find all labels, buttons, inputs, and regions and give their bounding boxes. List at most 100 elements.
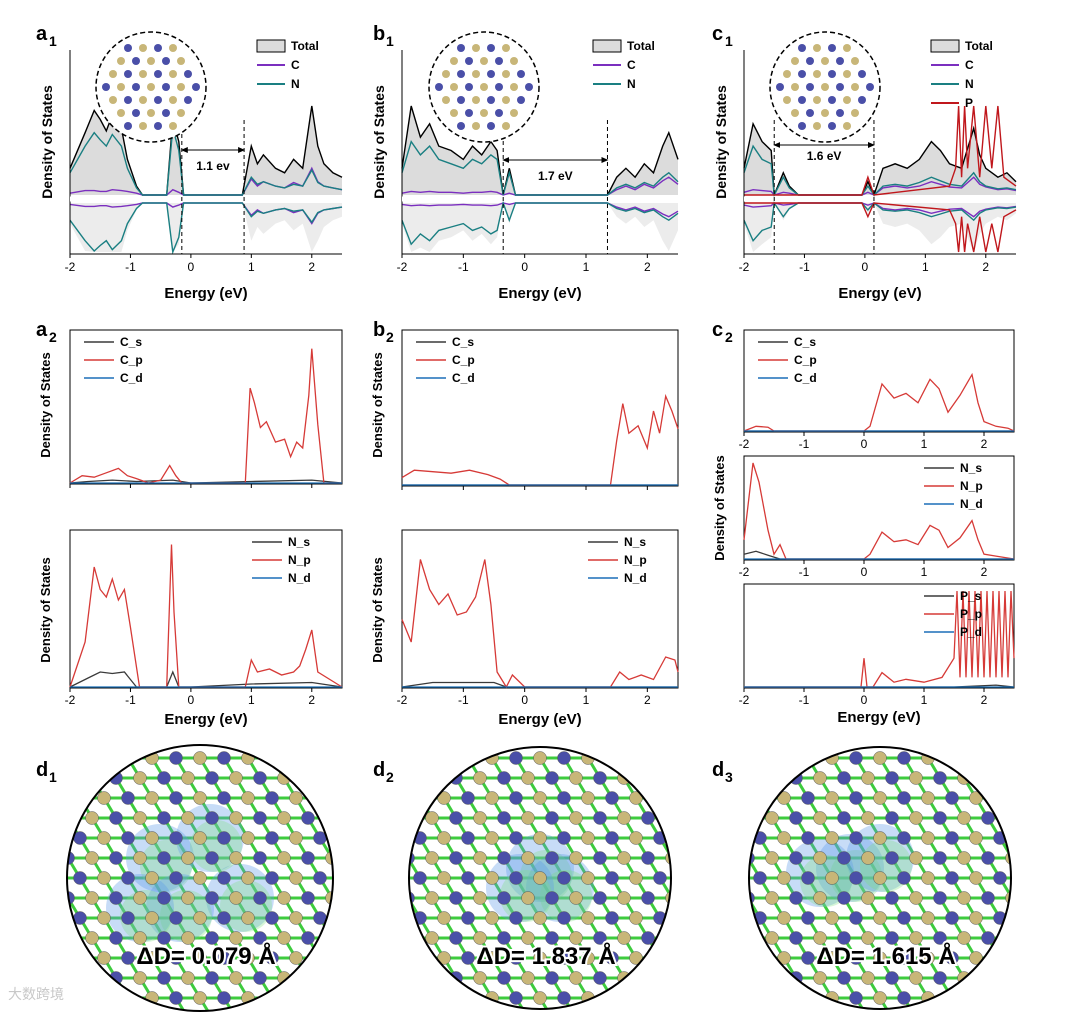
atom [789, 811, 803, 825]
atom [253, 851, 267, 865]
bond [684, 918, 696, 938]
atom [229, 851, 243, 865]
atom [502, 96, 510, 104]
atom [1030, 932, 1043, 945]
atom [533, 751, 547, 765]
bond [1010, 937, 1011, 959]
series-line-C_p [401, 393, 679, 486]
atom [1005, 971, 1011, 985]
atom [487, 96, 495, 104]
atom [957, 931, 971, 945]
delta-d-label: ΔD= 0.079 Å [136, 942, 275, 970]
atom [641, 771, 655, 785]
x-tick-label: 1 [248, 260, 255, 274]
atom [409, 971, 415, 985]
plot-frame [401, 329, 679, 487]
panel-label-c2-sub: 2 [725, 329, 733, 345]
atom [181, 771, 195, 785]
atom [205, 771, 219, 785]
atom [229, 811, 243, 825]
atom [517, 70, 525, 78]
x-tick-label: 1 [922, 260, 929, 274]
atom [85, 931, 99, 945]
bond [67, 977, 82, 999]
bond [1010, 977, 1011, 999]
atom [828, 70, 836, 78]
atom [177, 83, 185, 91]
atom [390, 752, 403, 765]
bond [586, 997, 602, 1009]
atom [472, 96, 480, 104]
atom [765, 771, 779, 785]
bond [67, 937, 82, 959]
atom [413, 871, 427, 885]
atom [843, 122, 851, 130]
atom [132, 109, 140, 117]
atom [581, 871, 595, 885]
bond [67, 917, 70, 939]
atom [109, 96, 117, 104]
legend-label-N_s: N_s [288, 535, 310, 549]
atom [457, 70, 465, 78]
atom [909, 811, 923, 825]
atom [461, 831, 475, 845]
atom [1005, 771, 1011, 785]
atom [873, 871, 887, 885]
series-line-up-N [69, 128, 343, 196]
atom [1018, 752, 1031, 765]
atom [993, 951, 1007, 965]
atom [133, 971, 147, 985]
atom [1005, 811, 1011, 825]
bond [670, 857, 671, 879]
atom [749, 771, 755, 785]
atom [139, 122, 147, 130]
atom [825, 791, 839, 805]
atom [730, 912, 743, 925]
atom [241, 831, 255, 845]
atom [593, 971, 607, 985]
atom [73, 871, 87, 885]
legend-swatch-total [256, 39, 286, 53]
bond [696, 898, 708, 918]
atom [557, 791, 571, 805]
charge-cloud [506, 834, 574, 902]
atom [301, 931, 315, 945]
atom [487, 70, 495, 78]
plot-frame [743, 455, 1015, 561]
x-tick-label: 0 [188, 693, 195, 707]
atom [181, 851, 195, 865]
atom [154, 44, 162, 52]
bond [658, 957, 671, 979]
atom [510, 57, 518, 65]
atom [472, 122, 480, 130]
atom [217, 871, 231, 885]
atom [157, 891, 171, 905]
atom [289, 951, 303, 965]
atom [450, 83, 458, 91]
atom [121, 831, 135, 845]
atom [461, 751, 475, 765]
atom [510, 83, 518, 91]
atom [777, 991, 791, 1005]
atom [97, 791, 111, 805]
atom [837, 851, 851, 865]
atom [67, 971, 75, 985]
atom [169, 991, 183, 1005]
dos-panel-a1: -2 -1 0 1 2 Energy (eV) Density of States 1.1 e… [39, 31, 343, 302]
bond [950, 997, 966, 1009]
atom [969, 911, 983, 925]
bond [409, 777, 422, 799]
bond [344, 758, 356, 778]
atom [641, 931, 655, 945]
atom [533, 911, 547, 925]
atom [497, 971, 511, 985]
atom [465, 57, 473, 65]
charge-cloud-green [160, 890, 212, 942]
atom [50, 792, 63, 805]
bond [409, 797, 410, 819]
atom [1005, 891, 1011, 905]
plot-frame [743, 329, 1015, 433]
atom [789, 891, 803, 905]
atom [390, 872, 403, 885]
